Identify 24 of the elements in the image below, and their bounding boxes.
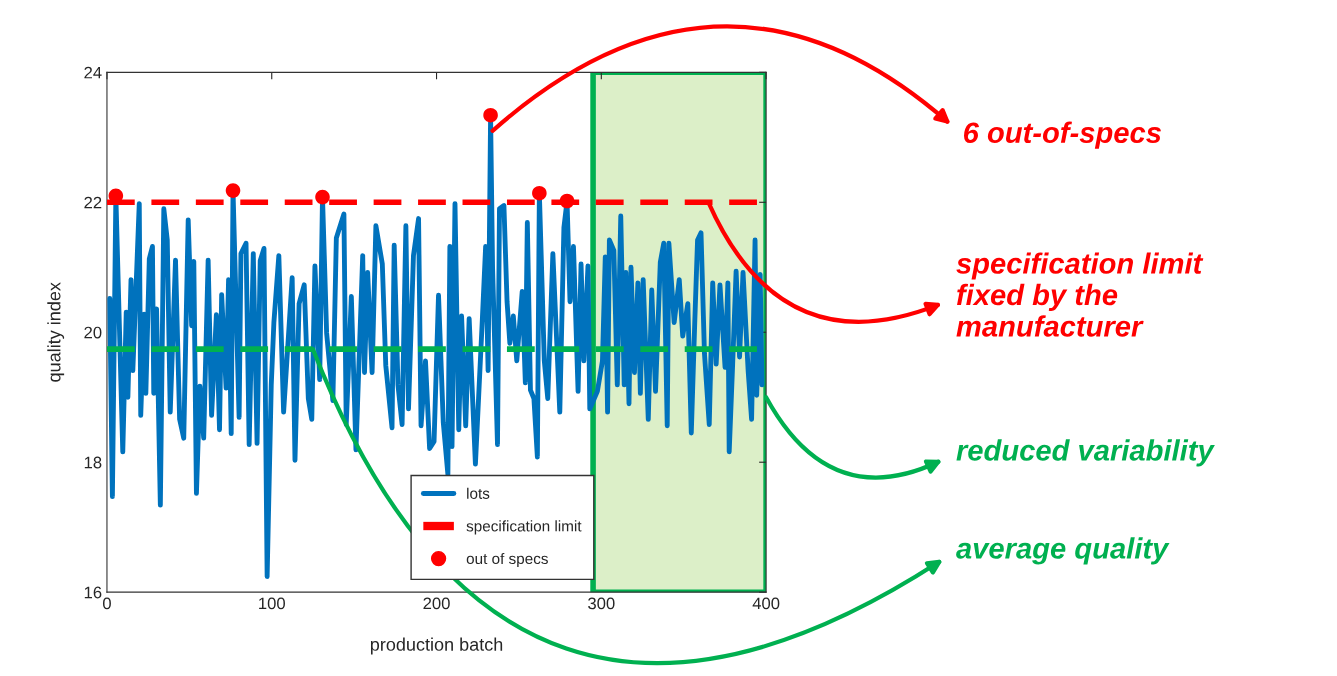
point xyxy=(559,193,575,209)
x-tick-label: 0 xyxy=(102,597,111,610)
x-tick-label: 300 xyxy=(588,597,615,610)
x-tick-label: 100 xyxy=(259,597,285,610)
annotation: 6 out-of-specs xyxy=(963,121,1161,149)
y-tick-label: 18 xyxy=(84,456,102,469)
point xyxy=(532,185,547,201)
y-tick-label: 24 xyxy=(84,66,102,79)
y-tick-label: 20 xyxy=(84,326,102,339)
legend-label: lots xyxy=(467,487,490,499)
annotation: specification limit fixed by the manufacturer xyxy=(956,252,1204,337)
legend-label: out of specs xyxy=(466,552,548,568)
annotation: average quality xyxy=(956,537,1170,565)
x-tick-label: 400 xyxy=(752,597,780,610)
y-tick-label: 16 xyxy=(84,586,102,599)
y-axis-title: quality index xyxy=(47,282,65,382)
y-tick-label: 22 xyxy=(84,196,102,209)
point xyxy=(225,183,241,198)
annotation: reduced variability xyxy=(956,439,1215,467)
point xyxy=(483,107,498,123)
point xyxy=(315,189,330,205)
legend-label: specification limit xyxy=(466,520,582,535)
x-tick-label: 200 xyxy=(423,597,450,610)
x-axis-title: production batch xyxy=(370,637,503,655)
